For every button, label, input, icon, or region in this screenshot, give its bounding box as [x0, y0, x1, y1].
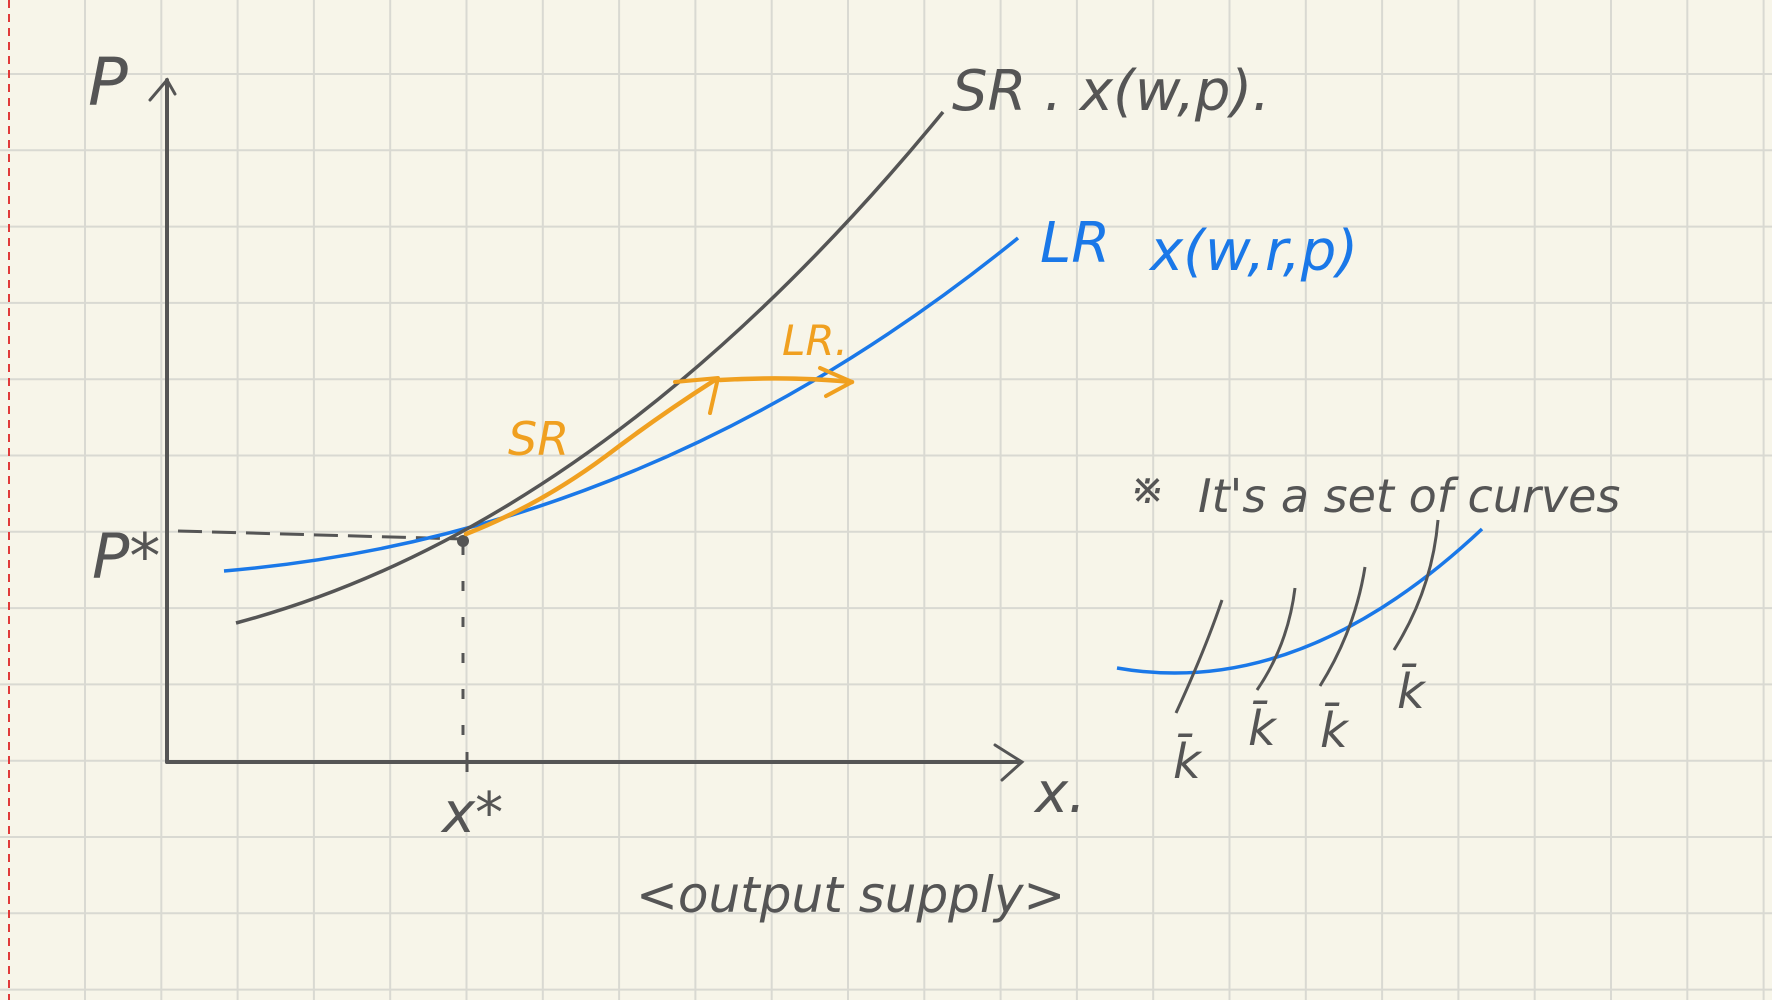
lr-arrow-head [818, 366, 854, 398]
note-sr-curve-1 [1174, 599, 1224, 714]
p-star-guide [177, 529, 464, 541]
y-axis-arrow [148, 77, 177, 102]
lr-supply-curve [223, 236, 1020, 573]
note-sr-curve-4 [1392, 519, 1440, 651]
lr-formula-label: x(w,r,p) [1148, 219, 1358, 284]
y-axis-label: P [88, 44, 128, 121]
sr-supply-curve [235, 110, 945, 625]
k-label-4: k̄ [1397, 663, 1427, 720]
note-text: It's a set of curves [1198, 469, 1620, 523]
sr-arrow-head [673, 376, 720, 415]
sr-arrow-label: SR [508, 412, 569, 466]
k-label-1: k̄ [1173, 733, 1203, 790]
x-axis-arrow [993, 743, 1025, 782]
k-label-3: k̄ [1320, 702, 1350, 759]
lr-arrow-label: LR. [782, 316, 848, 365]
lr-curve-label: LR [1040, 211, 1110, 276]
note-lr-curve [1116, 527, 1484, 675]
x-axis-label: x. [1033, 761, 1086, 826]
note-sr-curve-3 [1318, 566, 1367, 687]
note-mark: ※ [1130, 464, 1165, 513]
tangency-point [457, 535, 469, 547]
diagram-caption: <output supply> [636, 866, 1065, 924]
x-star-label: x* [440, 781, 503, 846]
p-star-label: P* [92, 520, 160, 593]
sr-movement-arrow [463, 377, 718, 537]
lr-movement-arrow [717, 376, 855, 385]
k-label-2: k̄ [1248, 700, 1278, 757]
sr-curve-label: SR . x(w,p). [952, 59, 1270, 124]
note-sr-curve-2 [1255, 587, 1297, 691]
